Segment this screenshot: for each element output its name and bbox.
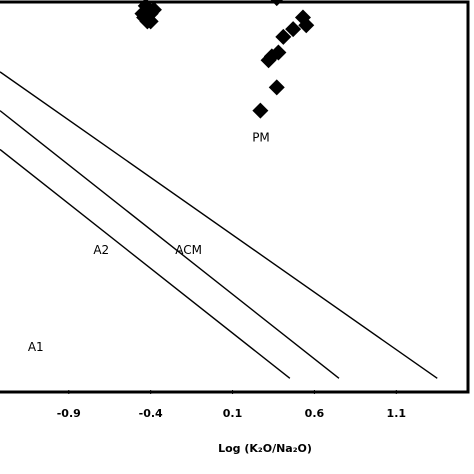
boundary-line-a1 — [0, 148, 291, 379]
x-tick-label: 0.1 — [223, 407, 243, 420]
data-point — [270, 44, 287, 61]
region-label-pm: PM — [252, 131, 270, 145]
data-point — [252, 102, 269, 119]
region-labels: PM A2 ACM A1 — [28, 131, 270, 355]
x-tick-label: 0.6 — [305, 407, 325, 420]
x-axis-title: Log (K₂O/Na₂O) — [218, 442, 312, 455]
data-point — [268, 79, 285, 96]
data-point — [142, 13, 159, 30]
region-label-acm: ACM — [175, 243, 202, 257]
data-points — [134, 0, 315, 119]
boundary-lines — [0, 71, 438, 379]
x-tick-label: -0.4 — [139, 407, 163, 420]
boundary-line-a2 — [0, 110, 340, 379]
data-point — [275, 28, 292, 45]
x-tick-label: 1.1 — [387, 407, 407, 420]
region-label-a1: A1 — [28, 340, 44, 354]
region-label-a2: A2 — [93, 243, 109, 257]
boundary-line-acm — [0, 71, 438, 379]
data-point — [285, 21, 302, 38]
x-tick-label: -0.9 — [57, 407, 81, 420]
data-point — [270, 0, 283, 7]
x-axis-ticks: -0.9 -0.4 0.1 0.6 1.1 — [57, 390, 406, 420]
data-point — [260, 52, 277, 69]
data-point — [145, 1, 162, 18]
data-point — [137, 0, 154, 14]
data-point — [298, 17, 315, 34]
